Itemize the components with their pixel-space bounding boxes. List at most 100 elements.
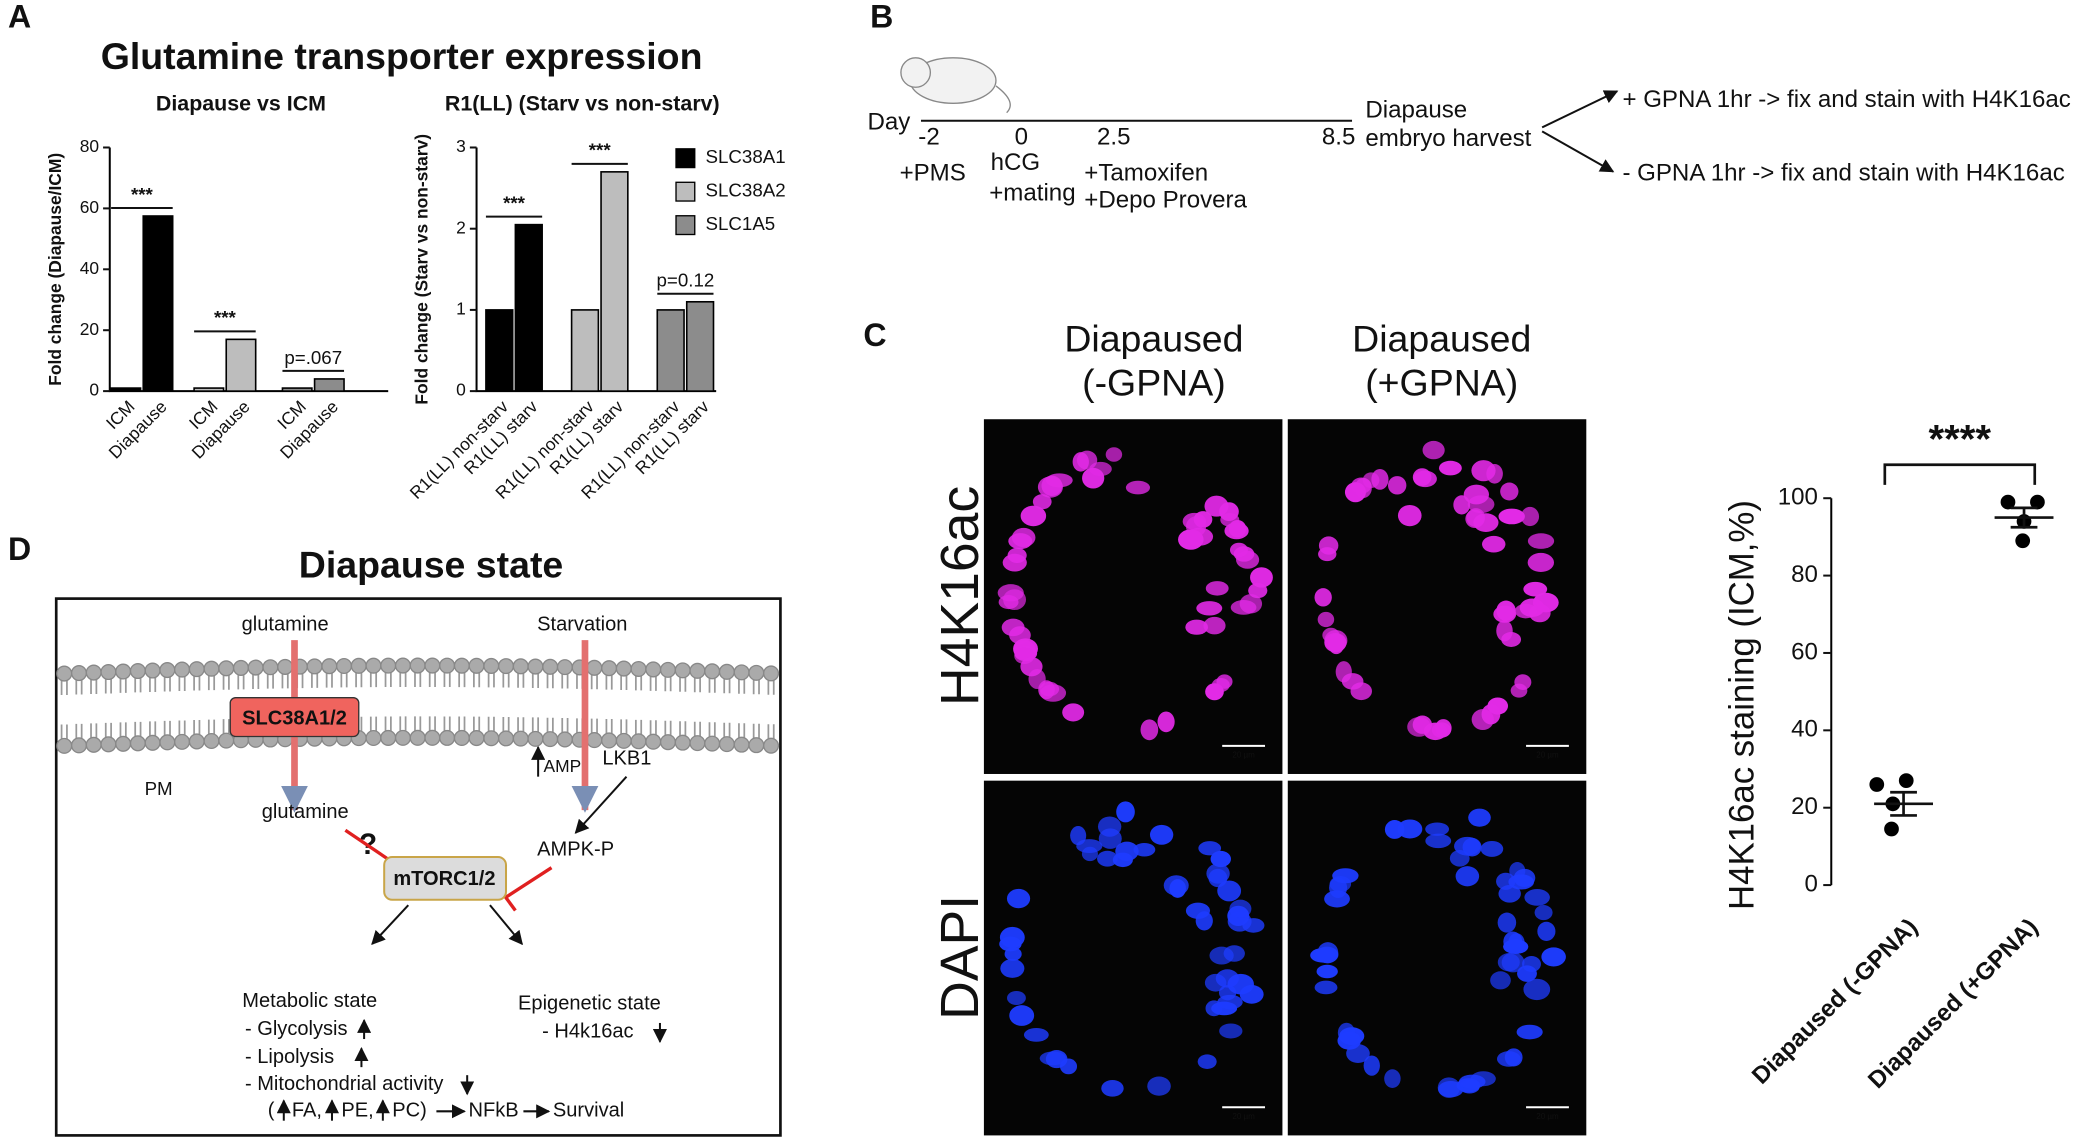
y-tick-label: 0 [1804, 870, 1817, 897]
nucleus [1140, 719, 1159, 741]
nucleus [1498, 508, 1525, 525]
nucleus [1105, 447, 1123, 462]
nucleus [1527, 533, 1555, 549]
point [2015, 533, 2031, 549]
nucleus [1328, 633, 1345, 655]
annotation: p=0.12 [656, 270, 714, 291]
lipid-head [763, 737, 780, 754]
panel-label: C [863, 317, 886, 353]
membrane [56, 657, 780, 754]
nucleus [1208, 868, 1228, 888]
input: glutamine [242, 614, 329, 636]
lipid-head [380, 729, 397, 746]
nucleus [1157, 711, 1175, 733]
input: Starvation [537, 614, 627, 636]
metabolic-item: - Lipolysis [245, 1046, 334, 1068]
nucleus [1425, 833, 1452, 849]
lipid-head [409, 657, 426, 674]
nucleus [1163, 875, 1189, 896]
nucleus [1210, 850, 1231, 868]
row-label: DAPI [931, 895, 990, 1020]
lipid-head [159, 734, 176, 751]
lipid-head [483, 657, 500, 674]
nucleus [1490, 971, 1511, 990]
nucleus [1449, 849, 1470, 867]
lipid-head [129, 735, 146, 752]
bar [656, 309, 685, 392]
error-bar [2010, 506, 2038, 529]
nucleus [1149, 824, 1174, 845]
epigenetic-item: - H4k16ac [542, 1021, 633, 1043]
annotation: *** [131, 184, 154, 205]
nucleus [1482, 535, 1506, 553]
lipid-head [144, 734, 161, 751]
nucleus [1397, 504, 1422, 527]
lipid-head [218, 732, 235, 749]
nucleus [1250, 567, 1273, 588]
nucleus [1008, 533, 1033, 550]
nucleus [1147, 1076, 1171, 1096]
nucleus [1040, 684, 1067, 702]
nucleus [1000, 958, 1025, 978]
nucleus [1524, 889, 1550, 906]
lipid: FA, [292, 1100, 322, 1122]
nucleus [1229, 542, 1248, 558]
legend-label: SLC38A2 [705, 180, 785, 201]
nucleus [1060, 1058, 1078, 1075]
lipid-head [188, 661, 205, 678]
nfkb: NFkB [469, 1100, 519, 1122]
lipid-head [586, 732, 603, 749]
y-tick-label: 20 [80, 319, 99, 339]
nucleus [1116, 801, 1135, 823]
nucleus [1514, 674, 1532, 690]
nucleus [1438, 460, 1462, 476]
micrograph [983, 419, 1283, 774]
lipid-head [56, 737, 73, 754]
lipid-head [174, 733, 191, 750]
nucleus [1101, 1079, 1124, 1097]
nucleus [1532, 592, 1559, 613]
nucleus [1497, 912, 1517, 933]
nucleus [1239, 985, 1264, 1004]
bar [110, 387, 142, 392]
arrow [574, 775, 628, 834]
bar [600, 171, 629, 392]
bar [685, 300, 715, 392]
nucleus [1006, 888, 1031, 909]
nucleus [1070, 825, 1087, 846]
lipid-head [144, 662, 161, 679]
annotation: *** [214, 307, 237, 328]
day: 0 [1015, 123, 1028, 150]
scale-bar-label: 20 µm [1232, 750, 1255, 759]
lipid-head [497, 730, 515, 747]
lipid-head [527, 730, 544, 747]
day: 8.5 [1322, 123, 1355, 150]
lipid-head [394, 657, 411, 674]
nucleus [1503, 931, 1523, 952]
day: -2 [918, 123, 939, 150]
chart-title: Diapause vs ICM [156, 91, 326, 115]
y-tick-label: 1 [456, 299, 466, 319]
event: hCG [991, 149, 1041, 176]
nucleus [1501, 952, 1525, 973]
nucleus [1219, 502, 1239, 522]
nucleus [1178, 529, 1204, 550]
nucleus [1500, 482, 1519, 501]
mouse-head [900, 57, 932, 88]
nucleus [1314, 588, 1332, 607]
nucleus [1496, 1051, 1521, 1067]
error-bar [1890, 790, 1917, 817]
arrow [489, 904, 523, 946]
point [1869, 777, 1885, 792]
legend-swatch [675, 215, 696, 236]
nucleus [1204, 973, 1227, 992]
point [2030, 494, 2045, 510]
nucleus [1471, 460, 1496, 482]
lipid-head [763, 665, 780, 682]
nucleus [1520, 506, 1540, 527]
nucleus [1350, 682, 1372, 701]
column-header: Diapaused [1352, 317, 1531, 359]
nucleus [1337, 1031, 1361, 1050]
nucleus [1205, 581, 1229, 596]
nucleus [1397, 819, 1423, 839]
